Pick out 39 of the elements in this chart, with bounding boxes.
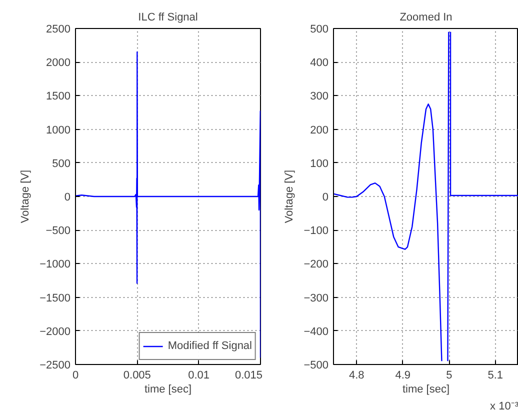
- y-tick-label: 1500: [46, 90, 71, 103]
- y-tick-label: 300: [310, 90, 329, 103]
- x-tick-label: 0: [72, 370, 79, 382]
- x-tick-label: 0.005: [123, 370, 151, 382]
- y-tick-label: 1000: [46, 124, 71, 136]
- line-series: [76, 51, 260, 358]
- y-tick-label: −100: [304, 225, 329, 238]
- y-tick-label: −500: [46, 225, 71, 238]
- x-tick-label: 5: [446, 370, 452, 382]
- y-tick-label: −500: [304, 360, 329, 372]
- y-tick-label: −1000: [40, 258, 71, 271]
- x-tick-label: 0.015: [234, 370, 263, 382]
- chart-title: Zoomed In: [400, 12, 452, 24]
- y-tick-label: 100: [310, 158, 329, 170]
- y-tick-label: 2000: [46, 57, 71, 70]
- x-tick-label: 4.9: [395, 370, 411, 382]
- y-tick-label: −2500: [40, 360, 71, 372]
- y-tick-label: 400: [310, 57, 329, 70]
- y-tick-label: −400: [304, 326, 329, 338]
- y-tick-label: 2500: [46, 24, 71, 36]
- y-tick-label: 0: [64, 192, 71, 204]
- y-tick-label: −2000: [40, 326, 71, 338]
- y-tick-label: 200: [310, 124, 329, 136]
- text: x 10⁻³: [490, 400, 518, 412]
- y-tick-label: −1500: [40, 292, 71, 304]
- y-tick-label: −300: [304, 292, 329, 304]
- x-axis-title: time [sec]: [402, 384, 450, 396]
- y-tick-label: 0: [322, 192, 329, 204]
- y-axis-title: Voltage [V]: [20, 170, 32, 224]
- x-tick-label: 5.1: [488, 370, 504, 382]
- y-tick-label: −200: [304, 258, 329, 271]
- chart-title: ILC ff Signal: [138, 12, 198, 24]
- y-axis-title: Voltage [V]: [284, 170, 296, 224]
- x-axis-title: time [sec]: [144, 384, 192, 396]
- y-tick-label: 500: [52, 158, 71, 170]
- y-tick-label: 500: [310, 24, 329, 36]
- legend-label: Modified ff Signal: [168, 340, 252, 352]
- x-tick-label: 4.8: [348, 370, 364, 382]
- x-tick-label: 0.01: [188, 370, 210, 382]
